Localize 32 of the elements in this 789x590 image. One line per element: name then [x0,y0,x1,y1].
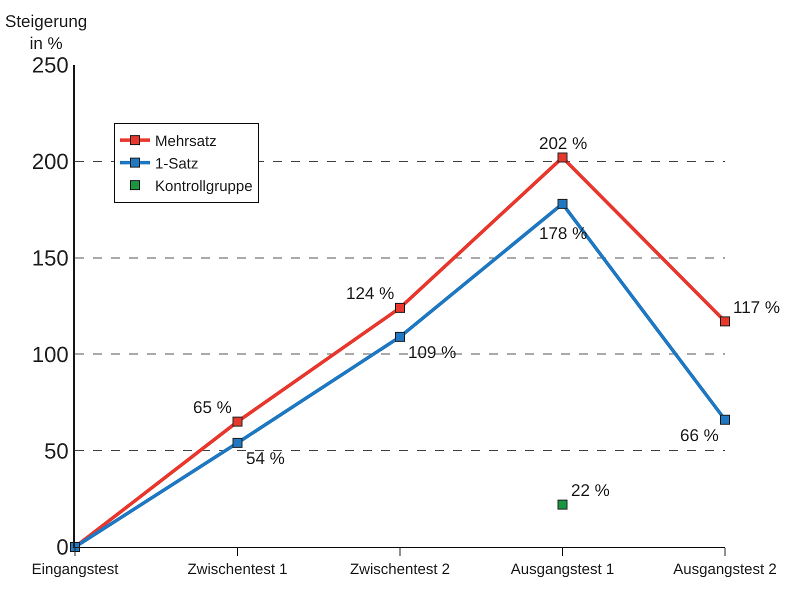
data-label: 124 % [346,284,394,303]
point [720,414,730,425]
legend-label: Mehrsatz [155,132,217,150]
data-label: 117 % [733,298,780,317]
y-tick-label: 250 [32,52,69,78]
point [232,438,242,448]
x-tick-label: Ausgangstest 1 [510,561,614,578]
data-label: 54 % [246,449,285,468]
y-tick-label: 150 [32,246,69,270]
data-label: 109 % [408,343,456,362]
data-label: 202 % [539,134,588,153]
data-label: 22 % [571,481,610,500]
point [395,332,405,342]
y-tick-label: 50 [44,438,69,464]
y-tick-label: 100 [32,342,69,367]
point [558,152,568,163]
y-tick-label: 200 [32,149,69,174]
x-tick-label: Zwischentest 1 [187,561,288,578]
point [558,500,568,510]
point [720,316,730,326]
x-tick-label: Eingangstest [32,561,120,578]
legend-label: 1-Satz [155,155,198,172]
legend-label: Kontrollgruppe [155,178,253,195]
y-tick-label: 0 [56,534,69,560]
point [232,416,242,427]
point [395,302,405,313]
data-label: 66 % [680,426,719,445]
x-tick-label: Ausgangstest 2 [673,561,777,578]
data-label: 65 % [193,398,232,417]
point [558,198,568,209]
y-axis-title: Steigerung in % [5,12,88,54]
x-tick-label: Zwischentest 2 [350,561,450,578]
